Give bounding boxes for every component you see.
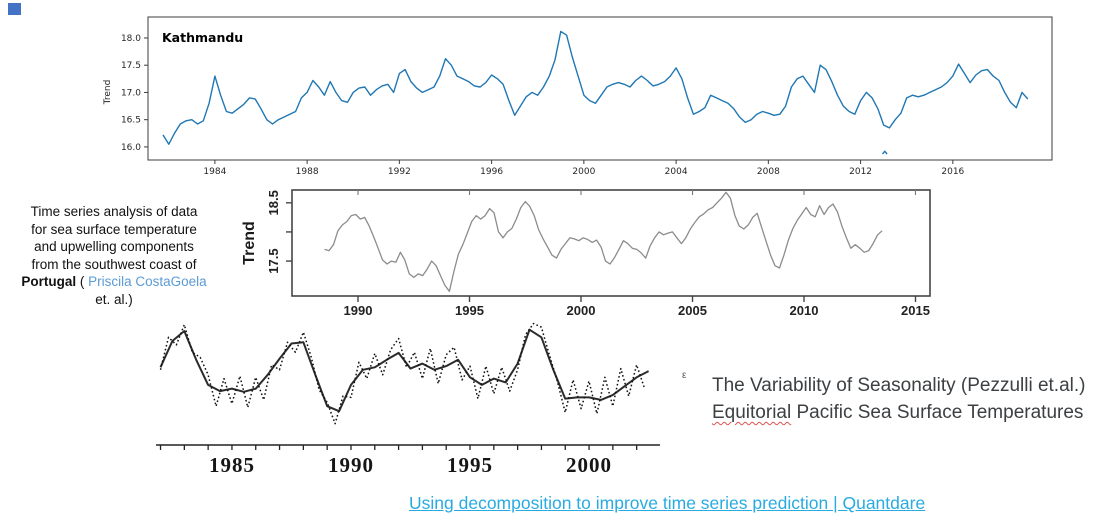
seasonality-decomposition-chart: 1985 1990 1995 2000 [156,322,660,477]
svg-text:1984: 1984 [203,167,226,177]
author-link[interactable]: Priscila CostaGoela [88,274,207,289]
portugal-trend-chart: 17.5 18.5 Trend 1990 1995 2000 2005 2010 2015 [241,189,931,318]
portugal-bold-text: Portugal [21,274,77,289]
svg-text:Trend: Trend [103,80,113,106]
svg-text:1990: 1990 [328,453,374,477]
svg-text:Kathmandu: Kathmandu [162,30,243,45]
svg-text:2016: 2016 [941,167,964,177]
tiny-epsilon-glyph: ε [682,370,687,381]
svg-text:17.5: 17.5 [121,61,141,71]
svg-text:18.5: 18.5 [266,190,281,215]
left-caption-line: for sea surface temperature [6,221,222,239]
svg-text:2010: 2010 [790,303,819,318]
right-caption-line1: The Variability of Seasonality (Pezzulli… [712,372,1104,399]
svg-text:17.5: 17.5 [266,248,281,273]
svg-text:1996: 1996 [480,167,503,177]
svg-text:2005: 2005 [678,303,707,318]
left-caption-line: Time series analysis of data [6,203,222,221]
svg-text:18.0: 18.0 [121,34,141,44]
right-caption: The Variability of Seasonality (Pezzulli… [712,372,1104,426]
left-caption-text: Time series analysis of data [30,204,198,219]
svg-text:1988: 1988 [296,167,319,177]
left-caption-text: from the southwest coast of [31,256,197,272]
svg-text:1995: 1995 [455,303,484,318]
svg-text:1995: 1995 [447,453,493,477]
svg-text:16.0: 16.0 [121,143,141,153]
svg-text:2008: 2008 [757,167,780,177]
svg-text:1990: 1990 [344,303,373,318]
svg-text:1992: 1992 [388,167,411,177]
misspelled-word: Equitorial [712,402,792,423]
svg-text:16.5: 16.5 [121,116,141,126]
svg-text:2000: 2000 [572,167,595,177]
quantdare-article-link[interactable]: Using decomposition to improve time seri… [409,493,926,513]
svg-text:2012: 2012 [849,167,872,177]
svg-text:2004: 2004 [665,167,688,177]
svg-text:2000: 2000 [566,453,612,477]
svg-text:1985: 1985 [209,453,255,477]
svg-text:17.0: 17.0 [121,88,141,98]
left-caption-text: ( [76,274,89,289]
right-caption-line2: Equitorial Pacific Sea Surface Temperatu… [712,399,1104,426]
right-caption-text: The Variability of Seasonality (Pezzulli… [712,375,1086,396]
svg-text:Trend: Trend [241,221,258,265]
left-caption: Time series analysis of data for sea sur… [6,203,222,308]
left-caption-text: for sea surface temperature [31,221,197,237]
svg-text:2000: 2000 [567,303,596,318]
svg-text:2015: 2015 [901,303,930,318]
corner-square-decoration [8,3,21,15]
kathmandu-trend-chart: 16.0 16.5 17.0 17.5 18.0 1984 1988 1992 1996 2000… [103,16,1053,177]
left-caption-text: et. al.) [95,291,133,307]
right-caption-text: Pacific Sea Surface Temperatures [791,402,1084,423]
left-caption-line: Portugal ( Priscila CostaGoela [6,273,222,291]
left-caption-line: from the southwest coast of [6,256,222,274]
left-caption-text: and upwelling components [34,239,194,254]
left-caption-line: and upwelling components [6,238,222,256]
left-caption-line: et. al.) [6,291,222,309]
